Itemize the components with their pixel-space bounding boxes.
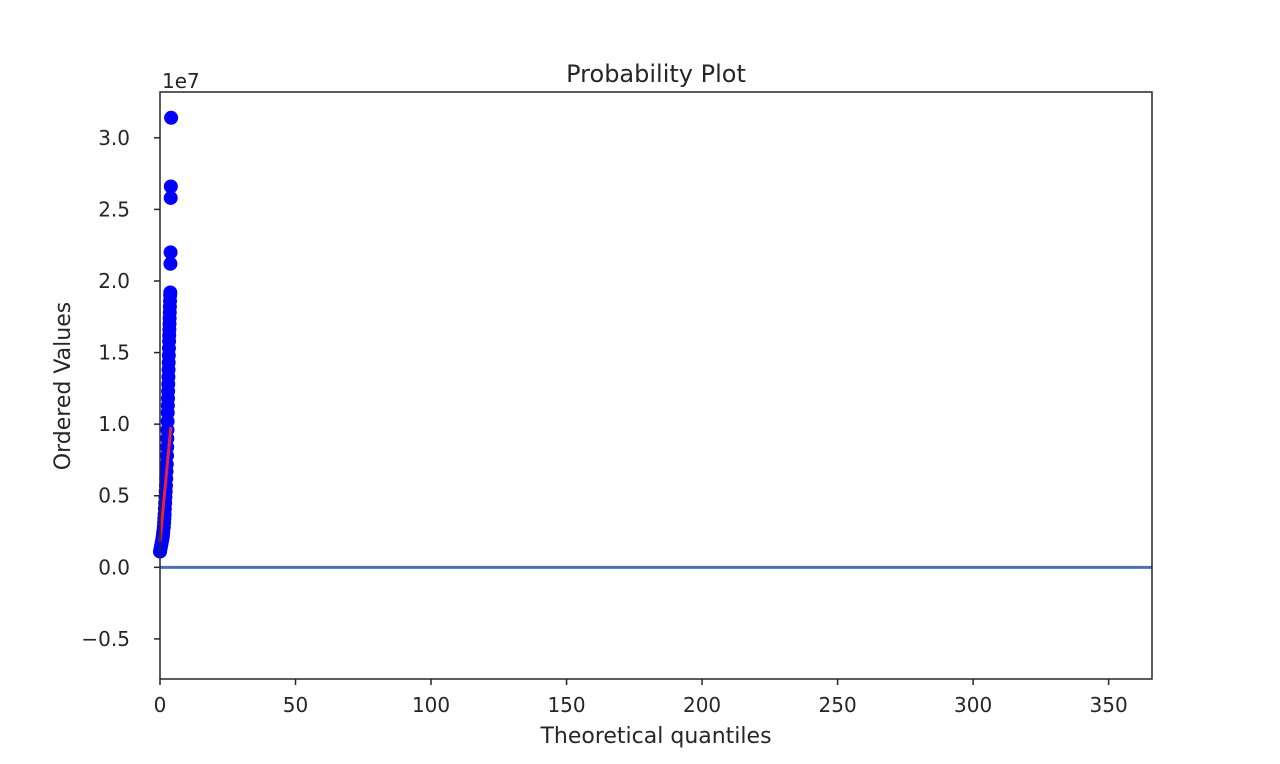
data-point [163, 285, 178, 300]
data-point [164, 110, 179, 125]
fit-line [158, 426, 173, 542]
x-tick-label: 0 [154, 693, 167, 717]
y-tick-label: 0.0 [98, 555, 130, 579]
x-tick-label: 200 [683, 693, 721, 717]
data-point [163, 179, 178, 194]
y-axis: −0.5 0.0 0.5 1.0 1.5 2.0 2.5 3.0 [81, 126, 160, 651]
y-tick-label: −0.5 [81, 627, 130, 651]
y-tick-label: 3.0 [98, 126, 130, 150]
y-tick-label: 2.0 [98, 269, 130, 293]
chart-title: Probability Plot [566, 60, 746, 88]
data-point [163, 190, 178, 205]
x-tick-label: 100 [412, 693, 450, 717]
x-tick-label: 300 [954, 693, 992, 717]
y-tick-label: 0.5 [98, 484, 130, 508]
x-tick-label: 50 [283, 693, 308, 717]
data-point [163, 245, 178, 260]
x-tick-label: 250 [819, 693, 857, 717]
data-point [163, 256, 178, 271]
x-axis-label: Theoretical quantiles [539, 724, 771, 749]
y-tick-label: 1.0 [98, 412, 130, 436]
y-tick-label: 1.5 [98, 341, 130, 365]
plot-area [153, 91, 1153, 680]
y-axis-label: Ordered Values [51, 302, 76, 470]
y-tick-label: 2.5 [98, 197, 130, 221]
x-axis: 0 50 100 150 200 250 300 350 [154, 679, 1128, 717]
y-offset-label: 1e7 [162, 69, 200, 93]
axes-frame [159, 91, 1153, 680]
x-tick-label: 150 [547, 693, 585, 717]
x-tick-label: 350 [1090, 693, 1128, 717]
